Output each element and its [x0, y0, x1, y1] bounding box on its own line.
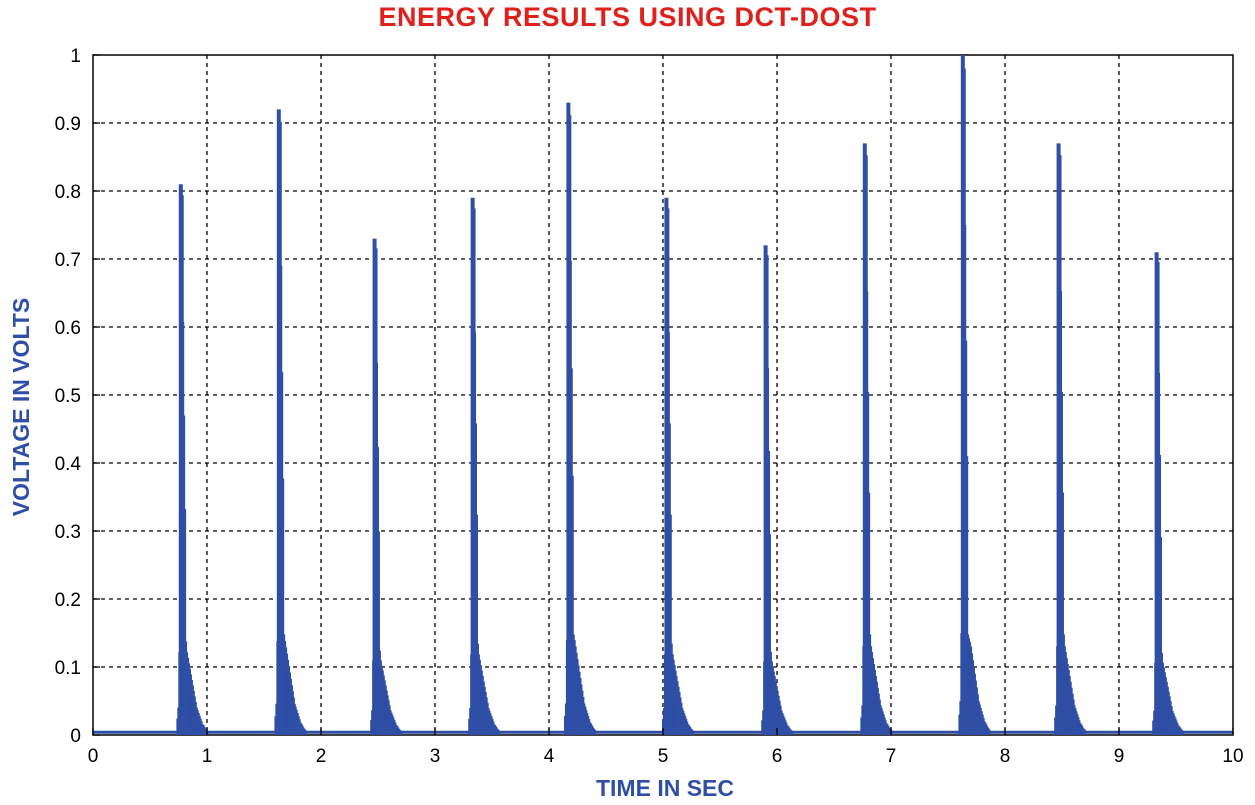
- y-tick-label: 0.9: [55, 114, 81, 135]
- x-axis-ticks: 0 1 2 3 4 5 6 7 8 9 10: [88, 728, 1244, 767]
- x-tick-label: 9: [1114, 746, 1125, 767]
- peak: [370, 238, 403, 735]
- x-tick-label: 0: [88, 746, 99, 767]
- x-tick-label: 5: [658, 746, 669, 767]
- peak: [761, 245, 794, 735]
- grid-lines: [93, 55, 1233, 735]
- y-axis-ticks: 0 0.1 0.2 0.3 0.4 0.5 0.6 0.7 0.8 0.9 1: [55, 46, 100, 747]
- peak: [274, 109, 307, 735]
- y-tick-label: 0: [70, 726, 81, 747]
- y-tick-label: 1: [70, 46, 81, 67]
- peak: [563, 102, 597, 735]
- y-tick-label: 0.4: [55, 454, 82, 475]
- peak: [958, 55, 991, 735]
- peak: [860, 143, 893, 735]
- y-tick-label: 0.6: [55, 318, 81, 339]
- y-tick-label: 0.8: [55, 182, 81, 203]
- chart-title: ENERGY RESULTS USING DCT-DOST: [378, 2, 877, 32]
- peak: [176, 184, 209, 735]
- x-tick-label: 4: [544, 746, 555, 767]
- y-tick-label: 0.7: [55, 250, 81, 271]
- y-tick-label: 0.3: [55, 522, 81, 543]
- x-axis-label: TIME IN SEC: [595, 775, 734, 801]
- y-axis-label: VOLTAGE IN VOLTS: [8, 297, 34, 517]
- x-tick-label: 7: [886, 746, 897, 767]
- y-tick-label: 0.2: [55, 590, 81, 611]
- signal-series: [93, 55, 1233, 735]
- peak: [1152, 252, 1185, 735]
- peak: [1054, 143, 1087, 735]
- peak: [662, 197, 695, 735]
- y-tick-label: 0.1: [55, 658, 81, 679]
- x-tick-label: 1: [202, 746, 213, 767]
- x-tick-label: 8: [1000, 746, 1011, 767]
- x-tick-label: 3: [430, 746, 441, 767]
- x-tick-label: 2: [316, 746, 327, 767]
- x-tick-label: 6: [772, 746, 783, 767]
- peak: [468, 197, 501, 735]
- x-tick-label: 10: [1222, 746, 1243, 767]
- y-tick-label: 0.5: [55, 386, 81, 407]
